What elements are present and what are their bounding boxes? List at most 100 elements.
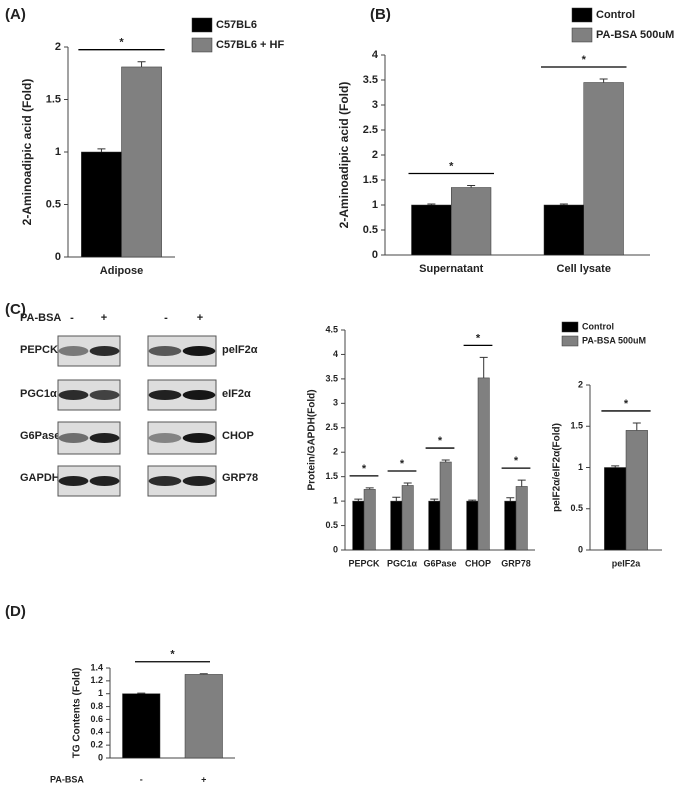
legend-label: PA-BSA 500uM: [582, 335, 646, 345]
y-tick-label: 0.5: [325, 520, 338, 530]
significance-star: *: [476, 332, 481, 344]
bar: [451, 187, 492, 256]
bar: [363, 489, 376, 551]
y-axis-label: peIF2α/eIF2α(Fold): [552, 423, 563, 512]
y-tick-label: 1.4: [90, 662, 103, 672]
y-tick-label: 0.5: [46, 198, 61, 210]
y-tick-label: 3: [333, 398, 338, 408]
error-bar: [97, 148, 106, 152]
error-bar: [599, 78, 608, 83]
blot-label: GAPDH: [20, 472, 60, 484]
blot-label: CHOP: [222, 430, 254, 442]
blot-band: [89, 346, 120, 356]
y-tick-label: 3.5: [363, 74, 378, 86]
blot-band: [58, 390, 89, 400]
error-bar: [467, 185, 476, 188]
blot-band: [89, 390, 120, 400]
y-tick-label: 3.5: [325, 373, 338, 383]
panel-label: (B): [370, 6, 391, 23]
legend-label: C57BL6: [216, 19, 257, 31]
blot-sign: +: [101, 312, 107, 324]
x-tick-label: peIF2a: [612, 558, 642, 568]
bar: [81, 151, 122, 258]
y-tick-label: 0: [333, 544, 338, 554]
x-tick-label: G6Pase: [423, 558, 456, 568]
significance-star: *: [449, 160, 454, 172]
bar: [504, 500, 517, 551]
error-bar: [517, 479, 526, 487]
error-bar: [137, 61, 146, 67]
y-tick-label: 1.5: [570, 421, 583, 431]
error-bar: [479, 356, 488, 378]
blot-band: [148, 390, 182, 400]
bar: [543, 204, 584, 256]
y-tick-label: 0: [55, 251, 61, 263]
blot-band: [89, 433, 120, 443]
legend-swatch: [561, 335, 579, 347]
x-tick-label: PEPCK: [348, 558, 380, 568]
bar: [352, 500, 365, 551]
x-axis-label: PA-BSA: [50, 774, 84, 784]
blot-band: [182, 346, 216, 356]
y-axis-label: 2-Aminoadipic acid (Fold): [337, 82, 351, 229]
y-tick-label: 3: [372, 99, 378, 111]
blot-sign: -: [70, 312, 74, 324]
legend-swatch: [571, 7, 593, 23]
blot-label: eIF2α: [222, 388, 251, 400]
significance-star: *: [362, 463, 367, 475]
y-axis-label: Protein/GAPDH(Fold): [307, 389, 318, 490]
y-tick-label: 0: [578, 544, 583, 554]
x-tick-label: Supernatant: [419, 263, 484, 275]
y-tick-label: 1: [372, 199, 378, 211]
panel-label: (C): [5, 301, 26, 318]
error-bar: [611, 465, 620, 468]
blot-band: [148, 346, 182, 356]
legend-label: Control: [582, 321, 614, 331]
blot-band: [148, 476, 182, 486]
error-bar: [427, 203, 436, 205]
y-tick-label: 1.5: [363, 174, 378, 186]
x-tick-label: Adipose: [100, 265, 143, 277]
y-tick-label: 0: [372, 249, 378, 261]
y-tick-label: 0.5: [570, 503, 583, 513]
blot-band: [182, 390, 216, 400]
y-axis-label: 2-Aminoadipic acid (Fold): [20, 79, 34, 226]
bar: [466, 500, 479, 551]
bar: [428, 500, 441, 551]
error-bar: [392, 496, 401, 502]
significance-star: *: [514, 455, 519, 467]
blot-label: PGC1α: [20, 388, 57, 400]
bar: [122, 693, 161, 759]
significance-star: *: [582, 54, 587, 66]
x-tick-label: Cell lysate: [557, 263, 611, 275]
bar: [184, 674, 223, 759]
y-tick-label: 0.2: [90, 740, 103, 750]
blot-sign: -: [164, 312, 168, 324]
significance-star: *: [400, 458, 405, 470]
error-bar: [468, 499, 477, 502]
blot-treatment: PA-BSA: [20, 312, 61, 324]
bar: [121, 66, 162, 258]
legend-swatch: [191, 37, 213, 53]
blot-sign: +: [197, 312, 203, 324]
y-tick-label: 2.5: [363, 124, 378, 136]
y-tick-label: 4: [372, 49, 379, 61]
y-tick-label: 0.8: [90, 701, 103, 711]
significance-star: *: [170, 649, 175, 661]
bar: [411, 204, 452, 256]
error-bar: [632, 422, 641, 431]
significance-star: *: [624, 398, 629, 410]
y-tick-label: 2: [333, 447, 338, 457]
error-bar: [559, 203, 568, 205]
y-tick-label: 1: [578, 462, 583, 472]
legend-label: Control: [596, 9, 635, 21]
y-tick-label: 1.2: [90, 675, 103, 685]
y-tick-label: 0: [98, 752, 103, 762]
y-tick-label: 2: [55, 41, 61, 53]
blot-band: [58, 346, 89, 356]
legend-swatch: [571, 27, 593, 43]
blot-label: pelF2α: [222, 344, 258, 356]
error-bar: [403, 482, 412, 486]
bar: [583, 82, 624, 256]
